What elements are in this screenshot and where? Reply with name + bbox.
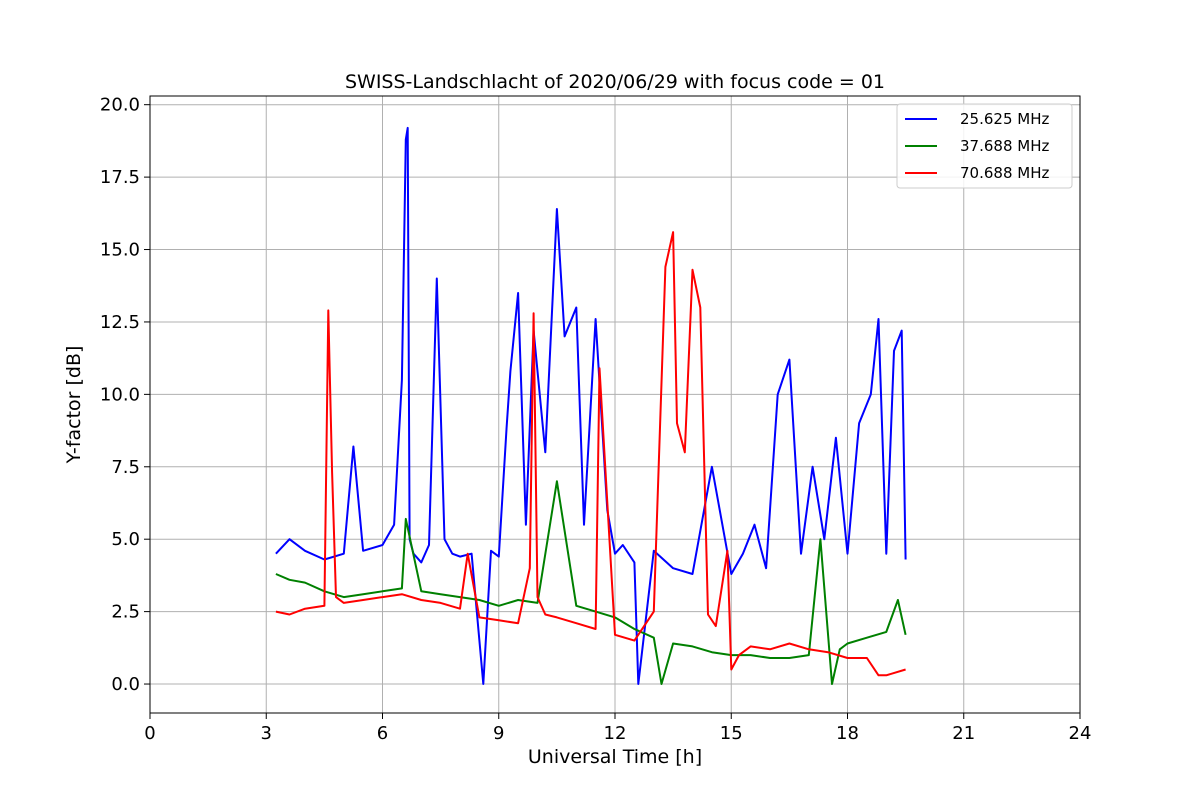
y-tick-label: 7.5: [111, 457, 140, 478]
legend-label: 70.688 MHz: [960, 164, 1049, 182]
y-tick-label: 15.0: [100, 240, 140, 261]
series-line-3: [275, 231, 906, 677]
y-axis-label: Y-factor [dB]: [63, 346, 85, 465]
legend-label: 37.688 MHz: [960, 137, 1049, 155]
x-tick-label: 15: [720, 723, 743, 744]
series-line-1: [275, 126, 907, 685]
x-tick-label: 12: [604, 723, 627, 744]
x-tick-label: 21: [952, 723, 975, 744]
legend-label: 25.625 MHz: [960, 110, 1049, 128]
y-axis-ticks: 0.0 2.5 5.0 7.5 10.0 12.5 15.0 17.5 20.0: [100, 95, 150, 695]
y-tick-label: 5.0: [111, 529, 140, 550]
legend-box: [896, 103, 1073, 189]
y-tick-label: 12.5: [100, 312, 140, 333]
y-tick-label: 17.5: [100, 167, 140, 188]
legend: 25.625 MHz 37.688 MHz 70.688 MHz: [896, 103, 1073, 189]
x-tick-label: 6: [377, 723, 388, 744]
x-tick-label: 9: [493, 723, 504, 744]
series-layer: [275, 126, 907, 685]
x-tick-label: 24: [1069, 723, 1092, 744]
y-tick-label: 2.5: [111, 602, 140, 623]
x-axis-ticks: 0 3 6 9 12 15 18 21 24: [144, 713, 1091, 744]
x-tick-label: 18: [836, 723, 859, 744]
y-tick-label: 20.0: [100, 95, 140, 116]
series-line-2: [275, 480, 907, 685]
y-tick-label: 10.0: [100, 384, 140, 405]
x-tick-label: 0: [144, 723, 155, 744]
chart-title: SWISS-Landschlacht of 2020/06/29 with fo…: [345, 71, 885, 93]
y-tick-label: 0.0: [111, 674, 140, 695]
x-tick-label: 3: [261, 723, 272, 744]
x-axis-label: Universal Time [h]: [528, 746, 702, 768]
